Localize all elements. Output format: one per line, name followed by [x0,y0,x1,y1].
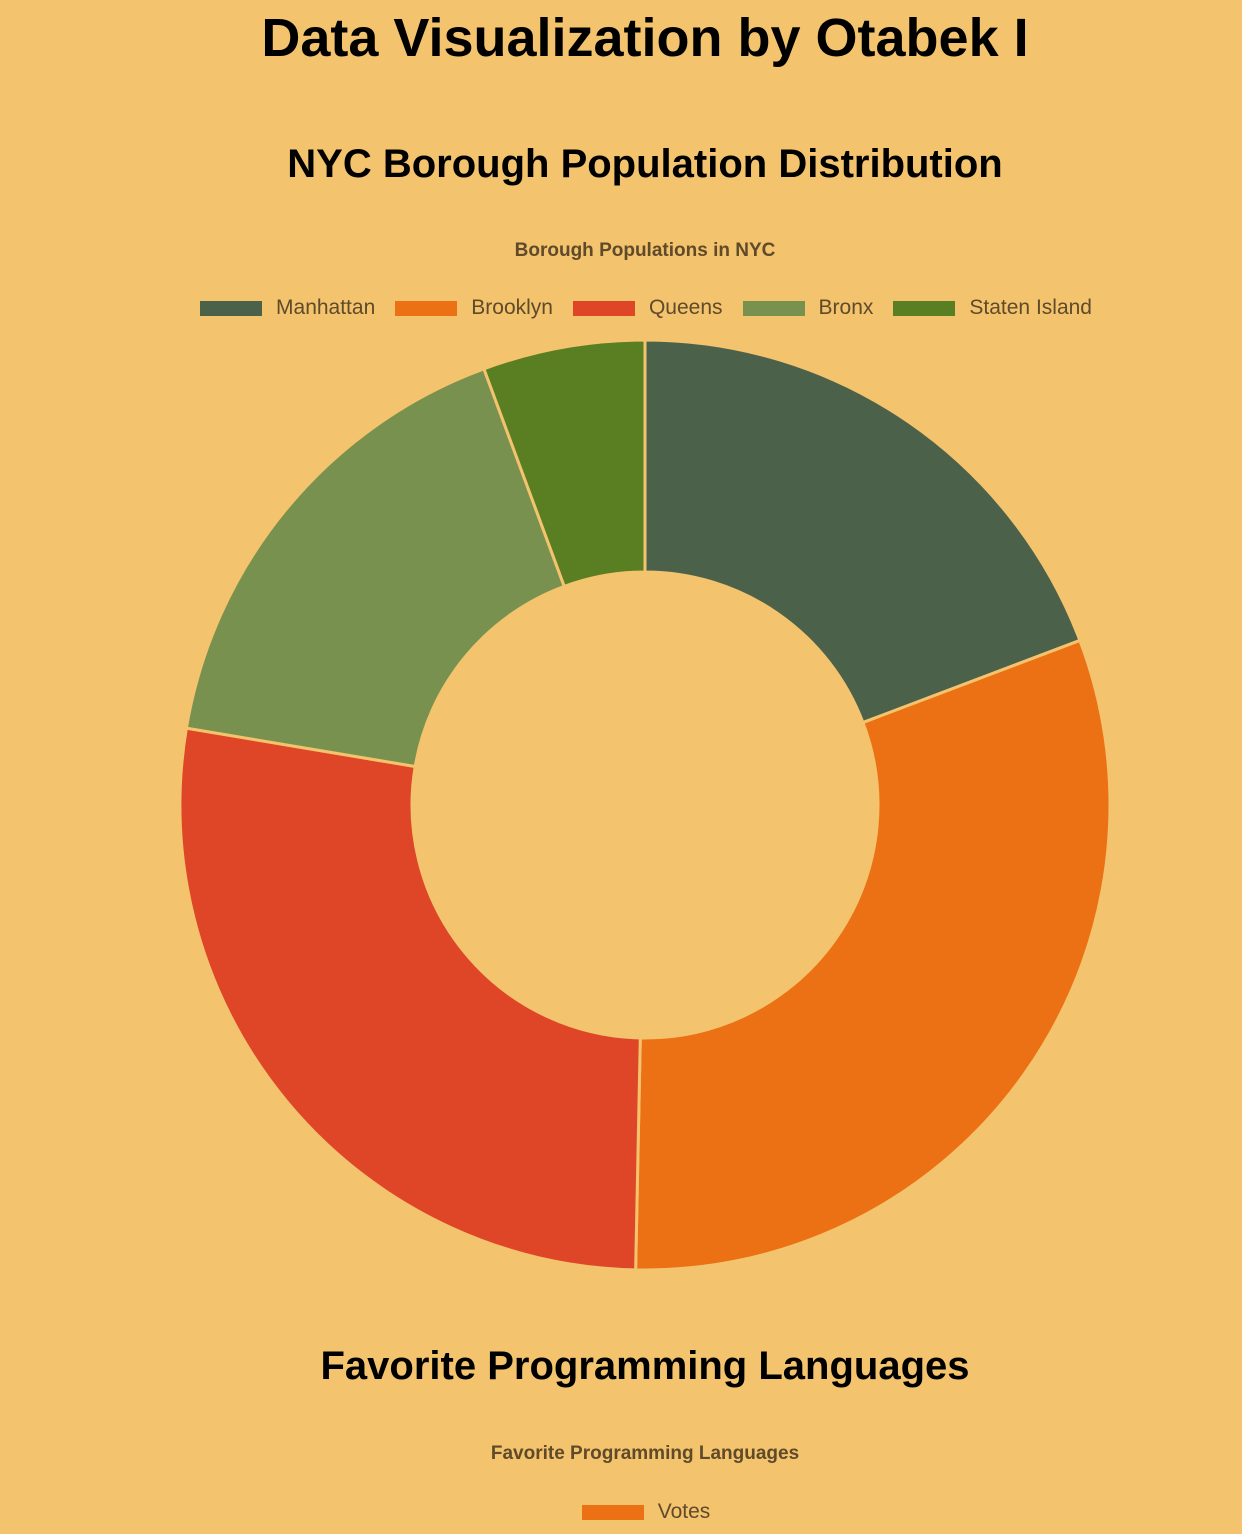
borough-chart-title: Borough Populations in NYC [514,240,776,261]
legend-label-votes: Votes [657,1500,711,1523]
legend-swatch-staten-island [891,298,958,318]
donut-slice-manhattan[interactable] [643,338,1082,725]
languages-section-heading: Favorite Programming Languages [320,1344,970,1388]
legend-swatch-votes [579,1502,646,1522]
nyc-section-heading: NYC Borough Population Distribution [287,142,1003,186]
legend-label-staten-island: Staten Island [969,296,1092,319]
legend-item-votes[interactable]: Votes [579,1500,711,1524]
languages-chart-title: Favorite Programming Languages [490,1443,800,1464]
legend-label-brooklyn: Brooklyn [471,296,553,319]
legend-swatch-bronx [740,298,807,318]
legend-swatch-queens [570,298,637,318]
legend-label-bronx: Bronx [818,296,874,319]
legend-item-queens[interactable]: Queens [570,296,723,320]
legend-label-manhattan: Manhattan [276,296,376,319]
legend-item-staten-island[interactable]: Staten Island [891,296,1092,320]
donut-slice-staten-island[interactable] [481,338,647,589]
languages-chart-legend: Votes [0,1500,1242,1524]
legend-swatch-manhattan [198,298,265,318]
donut-slice-queens[interactable] [178,726,642,1272]
donut-slice-bronx[interactable] [184,366,567,769]
page-title: Data Visualization by Otabek I [261,8,1029,68]
legend-swatch-brooklyn [393,298,460,318]
donut-slice-brooklyn[interactable] [634,638,1112,1272]
legend-label-queens: Queens [648,296,723,319]
legend-item-brooklyn[interactable]: Brooklyn [393,296,553,320]
borough-chart-legend: Manhattan Brooklyn Queens Bronx Staten I… [0,296,1242,320]
legend-item-bronx[interactable]: Bronx [740,296,874,320]
legend-item-manhattan[interactable]: Manhattan [198,296,375,320]
